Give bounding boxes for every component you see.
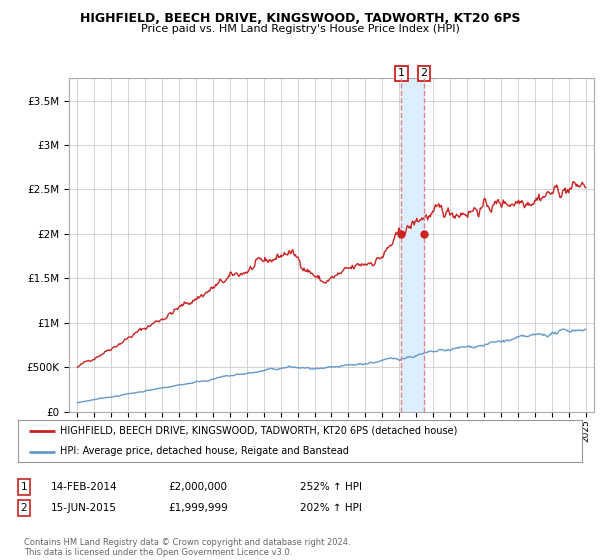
Text: 14-FEB-2014: 14-FEB-2014 — [51, 482, 118, 492]
Bar — [401, 78, 424, 412]
Text: 2: 2 — [421, 68, 428, 78]
Text: HIGHFIELD, BEECH DRIVE, KINGSWOOD, TADWORTH, KT20 6PS: HIGHFIELD, BEECH DRIVE, KINGSWOOD, TADWO… — [80, 12, 520, 25]
Text: 2: 2 — [20, 503, 28, 513]
Text: Contains HM Land Registry data © Crown copyright and database right 2024.
This d: Contains HM Land Registry data © Crown c… — [24, 538, 350, 557]
Text: 15-JUN-2015: 15-JUN-2015 — [51, 503, 117, 513]
Text: HPI: Average price, detached house, Reigate and Banstead: HPI: Average price, detached house, Reig… — [60, 446, 349, 456]
Text: £2,000,000: £2,000,000 — [168, 482, 227, 492]
Text: HIGHFIELD, BEECH DRIVE, KINGSWOOD, TADWORTH, KT20 6PS (detached house): HIGHFIELD, BEECH DRIVE, KINGSWOOD, TADWO… — [60, 426, 458, 436]
Text: Price paid vs. HM Land Registry's House Price Index (HPI): Price paid vs. HM Land Registry's House … — [140, 24, 460, 34]
Text: 252% ↑ HPI: 252% ↑ HPI — [300, 482, 362, 492]
Text: 1: 1 — [20, 482, 28, 492]
Text: 202% ↑ HPI: 202% ↑ HPI — [300, 503, 362, 513]
Text: £1,999,999: £1,999,999 — [168, 503, 228, 513]
Text: 1: 1 — [398, 68, 405, 78]
